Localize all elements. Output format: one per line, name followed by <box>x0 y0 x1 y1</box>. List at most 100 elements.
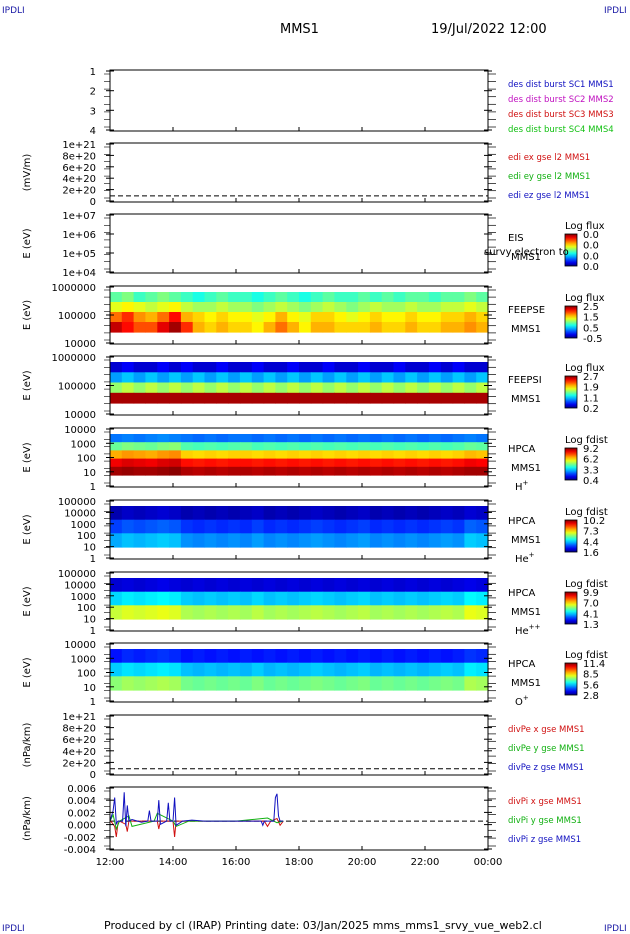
hpca-h-cell <box>180 442 194 451</box>
divpe-ytick-label: 4e+20 <box>62 747 96 758</box>
hpca-he-cell <box>476 519 489 534</box>
hpca-h-cell <box>275 450 288 460</box>
divpe-ytick-label: 1e+21 <box>62 712 96 723</box>
hpca-h-colorbar-title: Log fdist <box>565 435 608 446</box>
hpca-he2-cell <box>275 591 288 606</box>
feeps-i-cell <box>440 392 454 404</box>
hpca-he-cell <box>275 519 288 534</box>
feeps-i-cell <box>299 382 312 394</box>
hpca-o-cell <box>476 649 489 664</box>
hpca-h-cell <box>322 458 335 468</box>
divpe-legend-entry: divPe z gse MMS1 <box>508 763 584 773</box>
hpca-he-cell <box>263 519 276 534</box>
edi-e-legend-entry: edi ey gse l2 MMS1 <box>508 172 590 182</box>
hpca-h-cell <box>157 458 170 468</box>
hpca-he2-cell <box>310 578 324 593</box>
hpca-he-cell <box>287 519 300 534</box>
hpca-he2-cell <box>310 591 324 606</box>
feeps-e-colorbar-tick: 1.5 <box>583 313 599 324</box>
hpca-h-cell <box>358 434 371 443</box>
feeps-e-cell <box>157 312 170 323</box>
corner-label-bottom-right: IPDLI <box>604 924 627 934</box>
hpca-o-cell <box>251 676 265 691</box>
hpca-he2-cell <box>393 591 406 606</box>
hpca-he-cell <box>204 533 217 548</box>
hpca-he-colorbar <box>564 519 578 553</box>
hpca-h-cell <box>204 450 217 460</box>
hpca-he-cell <box>157 506 170 521</box>
hpca-he2-colorbar-tick: 7.0 <box>583 599 599 610</box>
feeps-e-ytick-label: 1000000 <box>51 283 96 294</box>
x-tick-label: 12:00 <box>96 857 125 868</box>
feeps-i-cell <box>145 392 158 404</box>
hpca-he2-ytick-label: 10000 <box>64 580 96 591</box>
hpca-h-instrument-spacecraft: MMS1 <box>511 463 541 474</box>
des-dist-burst-legend-entry: des dist burst SC1 MMS1 <box>508 80 614 90</box>
hpca-o-cell <box>157 649 170 664</box>
x-tick-label: 16:00 <box>222 857 251 868</box>
hpca-h-cell <box>358 466 371 476</box>
edi-e-ytick-label: 6e+20 <box>62 163 96 174</box>
hpca-he-cell <box>346 519 359 534</box>
hpca-he-cell <box>239 519 253 534</box>
hpca-o-cell <box>369 676 383 691</box>
des-dist-burst-legend-entry: des dist burst SC2 MMS2 <box>508 95 614 105</box>
feeps-e-cell <box>464 312 477 323</box>
feeps-e-cell <box>405 322 418 333</box>
feeps-i-cell <box>334 392 347 404</box>
feeps-e-cell <box>310 302 324 313</box>
hpca-h-cell <box>310 466 324 476</box>
hpca-h-cell <box>476 434 489 443</box>
hpca-h-cell <box>263 442 276 451</box>
hpca-he2-cell <box>322 591 335 606</box>
feeps-e-cell <box>204 322 217 333</box>
hpca-he-cell <box>299 519 312 534</box>
hpca-h-cell <box>440 442 454 451</box>
hpca-h-cell <box>228 434 241 443</box>
hpca-he2-cell <box>428 578 442 593</box>
hpca-o-cell <box>121 649 135 664</box>
hpca-he-colorbar-tick: 1.6 <box>583 548 599 559</box>
hpca-he-cell <box>440 506 454 521</box>
feeps-e-cell <box>169 322 182 333</box>
feeps-i-cell <box>287 382 300 394</box>
hpca-h-cell <box>369 450 383 460</box>
x-tick-label: 14:00 <box>159 857 188 868</box>
feeps-i-cell <box>204 362 217 373</box>
divpi-ylabel: (nPa/km) <box>22 796 33 841</box>
feeps-e-cell <box>405 302 418 313</box>
hpca-h-cell <box>381 466 395 476</box>
feeps-i-cell <box>204 372 217 384</box>
feeps-e-cell <box>275 322 288 333</box>
feeps-e-cell <box>393 322 406 333</box>
des-dist-burst-frame <box>109 69 489 132</box>
hpca-h-cell <box>346 466 359 476</box>
hpca-o-cell <box>145 649 158 664</box>
feeps-i-cell <box>263 372 276 384</box>
hpca-h-cell <box>263 434 276 443</box>
hpca-h-cell <box>192 466 206 476</box>
feeps-e-cell <box>263 292 276 303</box>
hpca-he-colorbar-tick: 10.2 <box>583 516 605 527</box>
feeps-i-cell <box>428 392 442 404</box>
hpca-he-cell <box>322 533 335 548</box>
feeps-e-cell <box>440 302 454 313</box>
hpca-h-cell <box>251 434 265 443</box>
hpca-he-cell <box>157 519 170 534</box>
feeps-i-cell <box>110 372 123 384</box>
hpca-h-cell <box>180 434 194 443</box>
hpca-o-cell <box>440 649 454 664</box>
feeps-e-cell <box>263 312 276 323</box>
hpca-he2-cell <box>204 591 217 606</box>
edi-e-legend-entry: edi ex gse l2 MMS1 <box>508 153 590 163</box>
hpca-o-cell <box>239 662 253 677</box>
hpca-h-ytick-label: 10 <box>83 468 96 479</box>
hpca-h-cell <box>251 450 265 460</box>
feeps-e-cell <box>322 312 335 323</box>
hpca-h-cell <box>239 442 253 451</box>
hpca-h-cell <box>263 450 276 460</box>
hpca-h-cell <box>275 434 288 443</box>
feeps-e-cell <box>228 302 241 313</box>
hpca-he2-ytick-label: 100 <box>77 603 96 614</box>
divpe-ytick-label: 2e+20 <box>62 758 96 769</box>
